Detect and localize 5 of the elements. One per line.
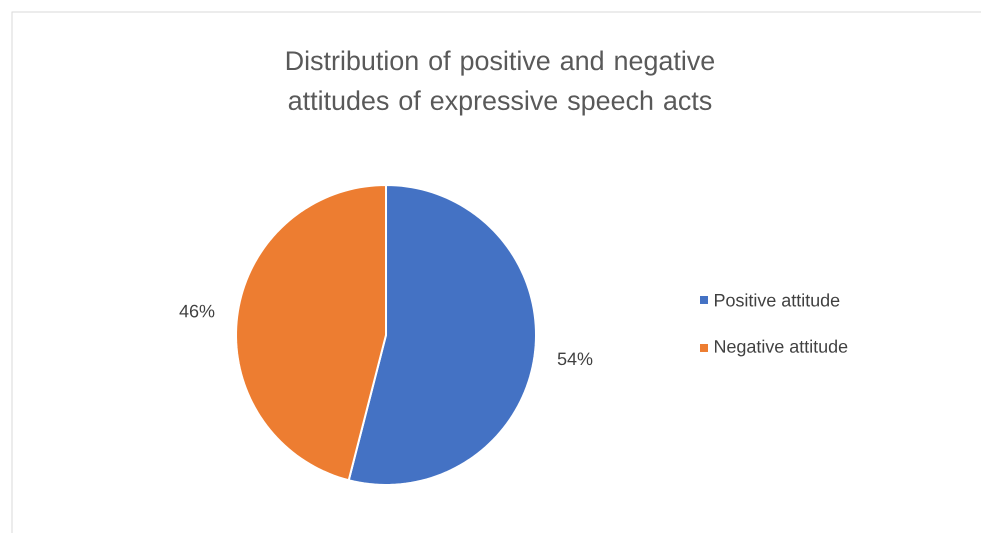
legend-label: Negative attitude <box>714 340 848 356</box>
data-label: 54% <box>558 352 592 366</box>
chart-title: Distribution of positive and negative attitudes of expressive speech acts <box>286 50 714 116</box>
data-label: 46% <box>179 304 214 318</box>
legend-label: Positive attitude <box>714 293 840 307</box>
